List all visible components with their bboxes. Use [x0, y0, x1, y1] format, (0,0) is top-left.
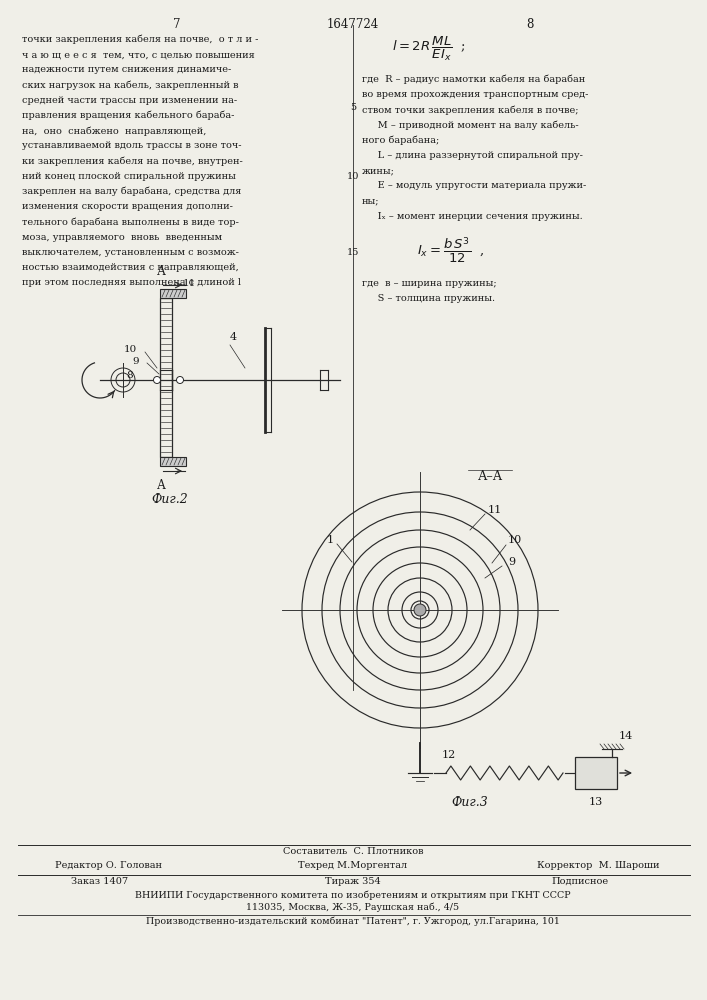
Bar: [160, 298, 172, 457]
Text: изменения скорости вращения дополни-: изменения скорости вращения дополни-: [22, 202, 233, 211]
Text: закреплен на валу барабана, средства для: закреплен на валу барабана, средства для: [22, 187, 241, 196]
Text: E – модуль упругости материала пружи-: E – модуль упругости материала пружи-: [362, 181, 586, 190]
Text: жины;: жины;: [362, 166, 395, 175]
Text: 10: 10: [124, 346, 137, 355]
Text: 9: 9: [508, 557, 515, 567]
Text: ны;: ны;: [362, 197, 380, 206]
Text: 15: 15: [347, 248, 359, 257]
Text: Подписное: Подписное: [551, 877, 609, 886]
Text: 10: 10: [508, 535, 522, 545]
Text: во время прохождения транспортным сред-: во время прохождения транспортным сред-: [362, 90, 588, 99]
Text: где  в – ширина пружины;: где в – ширина пружины;: [362, 279, 496, 288]
Text: $I_x = \dfrac{b\,S^3}{12}$  ,: $I_x = \dfrac{b\,S^3}{12}$ ,: [417, 235, 484, 265]
Text: 9: 9: [132, 358, 139, 366]
Bar: [160, 457, 186, 466]
Text: где  R – радиус намотки кабеля на барабан: где R – радиус намотки кабеля на барабан: [362, 75, 585, 85]
Text: 113035, Москва, Ж-35, Раушская наб., 4/5: 113035, Москва, Ж-35, Раушская наб., 4/5: [247, 903, 460, 912]
Text: ч а ю щ е е с я  тем, что, с целью повышения: ч а ю щ е е с я тем, что, с целью повыше…: [22, 50, 255, 59]
Bar: [160, 289, 186, 298]
Text: выключателем, установленным с возмож-: выключателем, установленным с возмож-: [22, 248, 239, 257]
Text: устанавливаемой вдоль трассы в зоне точ-: устанавливаемой вдоль трассы в зоне точ-: [22, 141, 242, 150]
Text: Фиг.2: Фиг.2: [151, 493, 188, 506]
Text: ки закрепления кабеля на почве, внутрен-: ки закрепления кабеля на почве, внутрен-: [22, 157, 243, 166]
Text: 5: 5: [350, 103, 356, 112]
Text: 1647724: 1647724: [327, 18, 379, 31]
Text: S – толщина пружины.: S – толщина пружины.: [362, 294, 495, 303]
Bar: [575, 757, 617, 789]
Text: 4: 4: [230, 332, 237, 342]
Text: 14: 14: [619, 731, 633, 741]
Circle shape: [177, 376, 184, 383]
Text: ний конец плоской спиральной пружины: ний конец плоской спиральной пружины: [22, 172, 236, 181]
Text: 7: 7: [173, 18, 181, 31]
Text: Корректор  М. Шароши: Корректор М. Шароши: [537, 861, 660, 870]
Text: $l = 2R\,\dfrac{ML}{EI_x}$  ;: $l = 2R\,\dfrac{ML}{EI_x}$ ;: [392, 35, 466, 63]
Text: Заказ 1407: Заказ 1407: [71, 877, 129, 886]
Text: ством точки закрепления кабеля в почве;: ством точки закрепления кабеля в почве;: [362, 105, 578, 115]
Text: 11: 11: [183, 279, 197, 288]
Text: надежности путем снижения динамиче-: надежности путем снижения динамиче-: [22, 65, 231, 74]
Text: ностью взаимодействия с направляющей,: ностью взаимодействия с направляющей,: [22, 263, 239, 272]
Text: точки закрепления кабеля на почве,  о т л и -: точки закрепления кабеля на почве, о т л…: [22, 35, 258, 44]
Text: 8: 8: [526, 18, 534, 31]
Text: ских нагрузок на кабель, закрепленный в: ских нагрузок на кабель, закрепленный в: [22, 81, 238, 90]
Text: при этом последняя выполнена с длиной l: при этом последняя выполнена с длиной l: [22, 278, 241, 287]
Text: А: А: [156, 265, 165, 278]
Text: на,  оно  снабжено  направляющей,: на, оно снабжено направляющей,: [22, 126, 206, 136]
Text: тельного барабана выполнены в виде тор-: тельного барабана выполнены в виде тор-: [22, 217, 239, 227]
Text: 8: 8: [127, 370, 133, 379]
Text: Составитель  С. Плотников: Составитель С. Плотников: [283, 847, 423, 856]
Text: 11: 11: [488, 505, 502, 515]
Text: 12: 12: [442, 750, 456, 760]
Text: Iₓ – момент инерции сечения пружины.: Iₓ – момент инерции сечения пружины.: [362, 212, 583, 221]
Text: ВНИИПИ Государственного комитета по изобретениям и открытиям при ГКНТ СССР: ВНИИПИ Государственного комитета по изоб…: [135, 891, 571, 900]
Circle shape: [153, 376, 160, 383]
Text: А: А: [156, 479, 165, 492]
Text: Редактор О. Голован: Редактор О. Голован: [55, 861, 162, 870]
Text: моза, управляемого  вновь  введенным: моза, управляемого вновь введенным: [22, 233, 222, 242]
Text: 13: 13: [589, 797, 603, 807]
Text: Фиг.3: Фиг.3: [452, 796, 489, 809]
Text: ного барабана;: ного барабана;: [362, 136, 439, 145]
Text: Производственно-издательский комбинат "Патент", г. Ужгород, ул.Гагарина, 101: Производственно-издательский комбинат "П…: [146, 917, 560, 926]
Text: 1: 1: [327, 535, 334, 545]
Text: 10: 10: [347, 172, 359, 181]
Text: средней части трассы при изменении на-: средней части трассы при изменении на-: [22, 96, 237, 105]
Text: А–А: А–А: [477, 470, 503, 483]
Text: М – приводной момент на валу кабель-: М – приводной момент на валу кабель-: [362, 121, 578, 130]
Text: Тираж 354: Тираж 354: [325, 877, 381, 886]
Text: Техред М.Моргентал: Техред М.Моргентал: [298, 861, 407, 870]
Circle shape: [414, 604, 426, 616]
Text: L – длина раззернутой спиральной пру-: L – длина раззернутой спиральной пру-: [362, 151, 583, 160]
Text: правления вращения кабельного бараба-: правления вращения кабельного бараба-: [22, 111, 235, 120]
